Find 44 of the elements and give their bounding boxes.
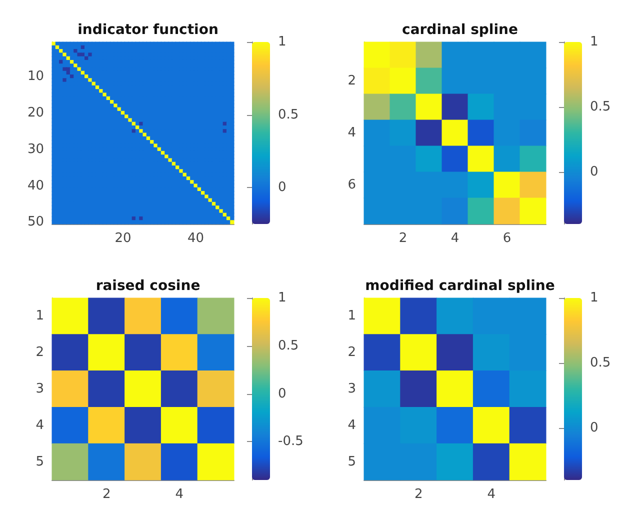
y-tick-label: 50 xyxy=(27,214,44,230)
chart-title: cardinal spline xyxy=(402,22,518,38)
color-bar-label: 0 xyxy=(590,420,598,436)
y-tick-label: 4 xyxy=(348,126,356,140)
color-bar-label: 1 xyxy=(278,290,286,306)
color-bar-label: -0.5 xyxy=(278,434,304,450)
color-bar-label: 1 xyxy=(590,34,598,50)
x-tick-label: 4 xyxy=(487,487,496,502)
color-bar-label: 0 xyxy=(278,180,286,196)
y-tick-label: 5 xyxy=(36,454,44,470)
x-tick-label: 4 xyxy=(450,231,460,246)
y-tick-label: 2 xyxy=(348,74,356,88)
chart-title: raised cosine xyxy=(96,278,200,294)
color-bar-label: 0.5 xyxy=(278,338,299,354)
x-tick-label: 6 xyxy=(502,231,512,246)
color-bar-label: 0.5 xyxy=(590,100,611,114)
color-bar-label: 0.5 xyxy=(590,356,611,370)
x-tick-label: 2 xyxy=(102,487,111,502)
y-tick-label: 4 xyxy=(36,418,44,433)
chart-title: indicator function xyxy=(78,22,218,38)
chart-title: modified cardinal spline xyxy=(365,278,555,294)
color-bar-label: 0 xyxy=(590,164,598,180)
color-bar-label: 1 xyxy=(278,34,286,50)
y-tick-label: 4 xyxy=(348,418,356,433)
x-tick-label: 2 xyxy=(414,487,423,502)
y-tick-label: 30 xyxy=(27,142,44,157)
x-tick-label: 20 xyxy=(114,231,132,246)
y-tick-label: 2 xyxy=(348,345,356,360)
y-tick-label: 3 xyxy=(348,382,356,396)
y-tick-label: 5 xyxy=(348,454,356,470)
y-tick-label: 2 xyxy=(36,345,44,360)
y-tick-label: 1 xyxy=(348,308,356,324)
x-tick-label: 40 xyxy=(188,231,204,246)
x-tick-label: 2 xyxy=(398,231,408,246)
color-bar-label: 0 xyxy=(278,386,286,402)
color-bar-label: 0.5 xyxy=(278,107,299,122)
y-tick-label: 10 xyxy=(27,69,44,84)
y-tick-label: 20 xyxy=(27,105,44,120)
color-bar-label: 1 xyxy=(590,290,598,306)
x-tick-label: 4 xyxy=(175,487,184,502)
y-tick-label: 40 xyxy=(27,178,44,194)
y-tick-label: 6 xyxy=(348,178,356,192)
y-tick-label: 3 xyxy=(36,382,44,396)
y-tick-label: 1 xyxy=(36,308,44,324)
